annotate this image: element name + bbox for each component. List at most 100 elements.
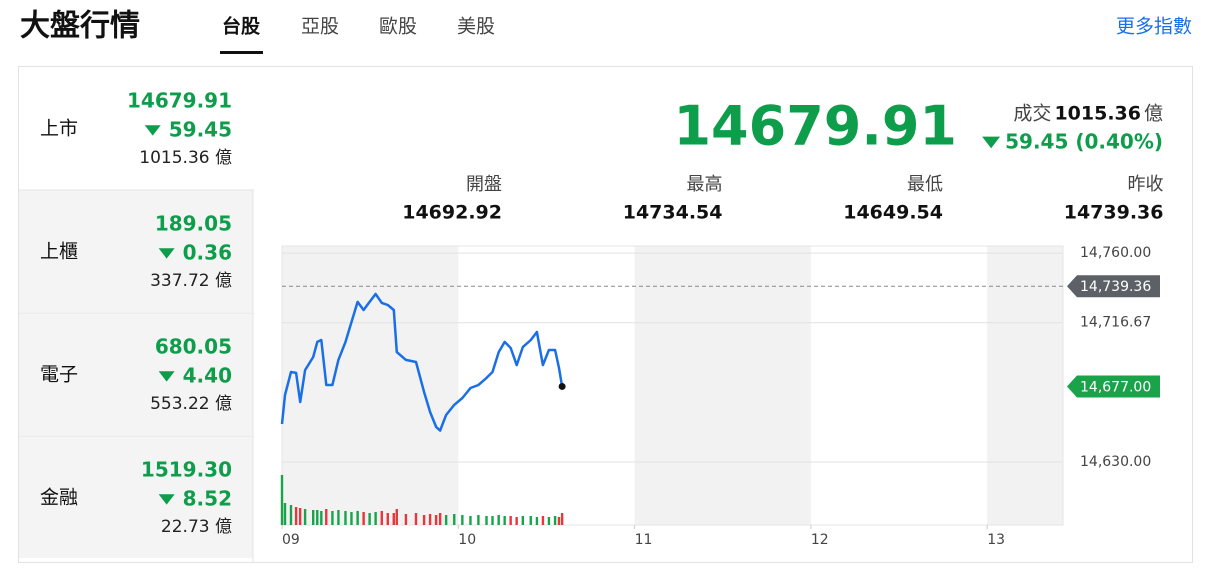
volume-bar — [362, 512, 365, 525]
volume-bar — [485, 516, 488, 525]
summary-value: 14679.91 — [673, 95, 957, 158]
volume-bar — [521, 516, 525, 525]
hour-band — [634, 246, 811, 525]
stat-label: 昨收 — [1128, 174, 1164, 195]
volume-bar — [535, 517, 539, 525]
plot-border — [281, 245, 1064, 526]
volume-bar — [294, 507, 298, 525]
x-tick-label: 11 — [635, 532, 653, 548]
last-point — [558, 382, 566, 390]
index-change: 0.36 — [183, 241, 232, 265]
volume-bar — [461, 515, 464, 525]
volume-bar — [380, 511, 383, 525]
volume-bar — [404, 514, 408, 525]
index-volume: 553.22 億 — [150, 394, 232, 414]
volume-bar — [325, 509, 328, 525]
tab[interactable]: 亞股 — [301, 16, 339, 38]
volume-bar — [434, 515, 438, 525]
volume-bar — [320, 511, 323, 525]
row-bg — [19, 313, 253, 435]
volume-bar — [444, 515, 448, 525]
volume-bar — [337, 510, 340, 525]
y-tick-label: 14,760.00 — [1080, 245, 1151, 261]
stat-value: 14692.92 — [402, 202, 502, 224]
down-arrow — [158, 371, 175, 382]
hour-band — [987, 246, 1063, 525]
volume-bar — [374, 512, 377, 525]
volume-bar — [557, 517, 561, 525]
y-tick-label: 14,630.00 — [1080, 454, 1151, 470]
volume-bar — [414, 513, 418, 525]
x-tick-label: 09 — [282, 532, 300, 548]
index-name: 電子 — [40, 364, 78, 386]
stat-value: 14734.54 — [623, 202, 723, 224]
reference-label: 14,739.36 — [1080, 279, 1151, 295]
index-value: 189.05 — [155, 212, 232, 236]
volume-bar — [541, 516, 545, 525]
stat-value: 14739.36 — [1064, 202, 1164, 224]
volume-bar — [560, 513, 564, 525]
x-tick-label: 13 — [987, 532, 1005, 548]
volume-bar — [303, 509, 307, 525]
tab[interactable]: 台股 — [222, 15, 260, 38]
volume-bar — [553, 516, 557, 525]
volume-bar — [503, 516, 506, 525]
index-name: 金融 — [40, 487, 78, 509]
volume-bar — [469, 516, 472, 525]
volume-bar — [547, 517, 551, 525]
index-row[interactable]: 電子 680.05 4.40 553.22 億 — [19, 312, 253, 435]
index-name: 上市 — [40, 118, 78, 140]
down-arrow — [144, 125, 161, 136]
volume-bar — [515, 517, 518, 525]
index-name: 上櫃 — [40, 241, 78, 263]
chart: 14,760.00 14,716.67 14,630.00 09 10 11 12 13 14,… — [280, 245, 1160, 548]
volume-bar — [477, 515, 480, 525]
volume-bar — [428, 514, 432, 525]
volume-bar — [392, 513, 395, 525]
volume-bar — [422, 515, 426, 525]
volume-bar — [298, 508, 302, 525]
index-value: 1519.30 — [141, 458, 232, 482]
volume-bar — [529, 516, 532, 525]
hour-band — [282, 246, 459, 525]
volume-bar — [497, 515, 500, 525]
volume-bar — [312, 510, 315, 525]
volume-bar — [350, 512, 353, 525]
index-row[interactable]: 金融 1519.30 8.52 22.73 億 — [19, 435, 253, 558]
tab[interactable]: 歐股 — [379, 16, 417, 38]
index-change: 59.45 — [169, 118, 232, 142]
last-label: 14,677.00 — [1080, 379, 1151, 395]
volume-bar — [438, 513, 442, 525]
down-arrow — [158, 248, 175, 259]
down-arrow — [982, 136, 1001, 149]
tab[interactable]: 美股 — [457, 16, 495, 38]
last-label-bg — [1067, 375, 1160, 398]
volume-bar — [344, 511, 347, 525]
row-bg — [19, 67, 253, 189]
summary-volume: 1015.36 — [1054, 103, 1141, 125]
index-row[interactable]: 上櫃 189.05 0.36 337.72 億 — [19, 189, 253, 312]
volume-bar — [331, 511, 334, 525]
volume-bar — [395, 509, 398, 525]
volume-bar — [491, 516, 494, 525]
more-link[interactable]: 更多指數 — [1116, 16, 1192, 38]
index-row[interactable]: 上市 14679.91 59.45 1015.36 億 — [19, 67, 253, 189]
price-line — [280, 292, 564, 432]
volume-bar — [280, 475, 284, 525]
volume-bar — [453, 514, 456, 525]
stat-label: 最低 — [907, 174, 943, 195]
y-tick-label: 14,716.67 — [1080, 315, 1151, 331]
x-tick-label: 10 — [458, 532, 476, 548]
row-bg — [19, 436, 253, 558]
index-change: 4.40 — [183, 364, 232, 388]
volume-bar — [316, 510, 319, 525]
tab-underline — [220, 51, 263, 54]
stat-value: 14649.54 — [843, 202, 943, 224]
index-volume: 1015.36 億 — [139, 148, 232, 168]
volume-bar — [283, 503, 287, 525]
index-list: 上市 14679.91 59.45 1015.36 億上櫃 189.05 0.36 337.… — [19, 67, 254, 562]
page-title: 大盤行情 — [20, 9, 140, 44]
row-bg — [19, 190, 253, 312]
